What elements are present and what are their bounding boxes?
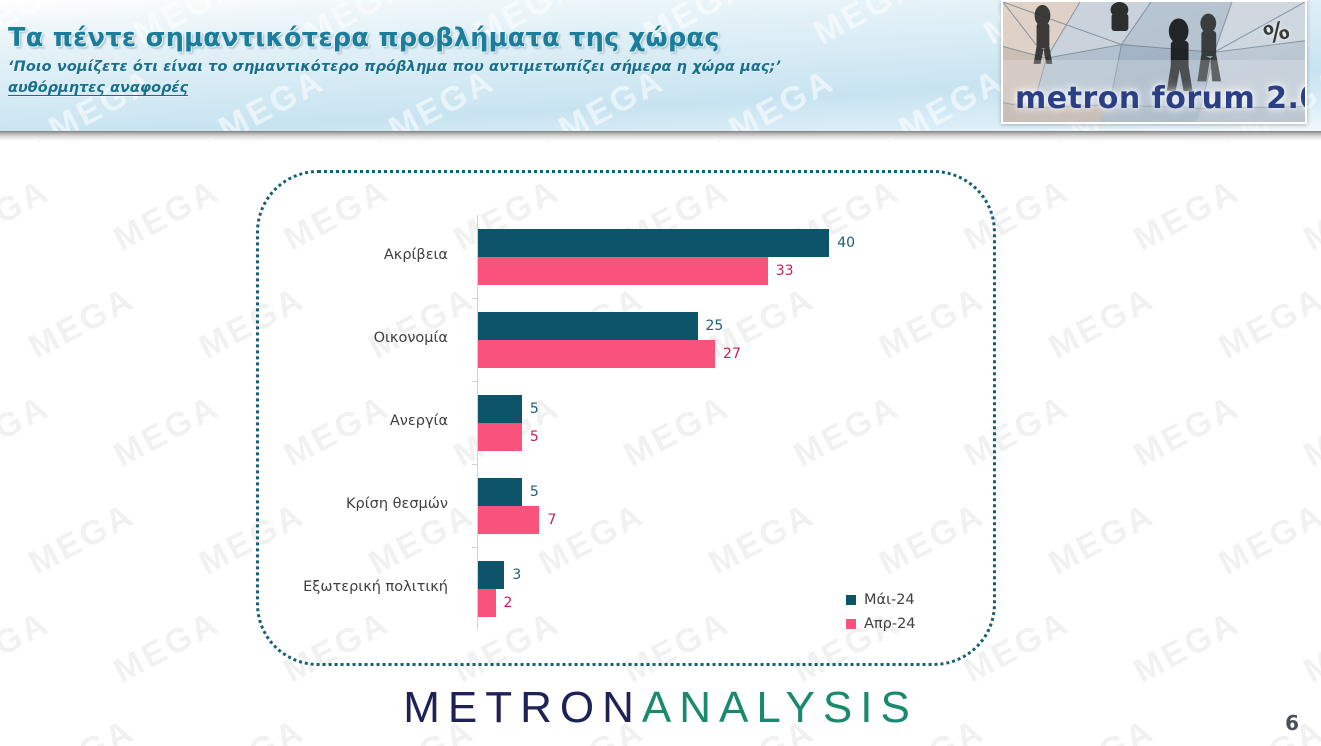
page-subtitle: ‘Ποιο νομίζετε ότι είναι το σημαντικότερ…	[8, 58, 782, 75]
watermark-text: MEGA	[807, 0, 927, 53]
legend-item[interactable]: Μάι-24	[846, 588, 916, 612]
watermark-text: MEGA	[22, 495, 142, 583]
watermark-text: MEGA	[1212, 495, 1321, 583]
bar-value-label: 5	[529, 400, 539, 417]
watermark-text: MEGA	[22, 279, 142, 367]
bar-group: 25 27	[478, 311, 938, 368]
axis-tick	[472, 547, 477, 548]
watermark-text: MEGA	[1317, 0, 1321, 53]
bar-value-label: 3	[512, 566, 522, 583]
page-title: Τα πέντε σημαντικότερα προβλήματα της χώ…	[8, 23, 720, 53]
bar-value-label: 5	[529, 483, 539, 500]
bar-0[interactable]	[478, 477, 522, 506]
watermark-text: MEGA	[1127, 603, 1247, 691]
legend-swatch-icon	[846, 619, 856, 629]
bar-1[interactable]	[478, 505, 540, 534]
category-label: Εξωτερική πολιτική	[303, 578, 448, 595]
bar-value-label: 25	[705, 317, 724, 334]
metron-analysis-logo: METRONANALYSIS	[0, 683, 1321, 733]
bar-1[interactable]	[478, 256, 768, 285]
bar-row: 40	[478, 228, 938, 257]
legend-label: Απρ-24	[864, 616, 916, 632]
axis-tick	[472, 464, 477, 465]
bar-row: 25	[478, 311, 938, 340]
bar-0[interactable]	[478, 311, 698, 340]
bar-row: 5	[478, 394, 938, 423]
category-label: Ανεργία	[389, 412, 448, 429]
watermark-text: MEGA	[0, 603, 57, 691]
bar-value-label: 27	[723, 345, 741, 362]
bar-value-label: 5	[529, 428, 539, 445]
category-label: Οικονομία	[373, 329, 448, 346]
bar-1[interactable]	[478, 588, 496, 617]
watermark-text: MEGA	[1042, 279, 1162, 367]
bar-1[interactable]	[478, 339, 716, 368]
watermark-text: MEGA	[0, 387, 57, 475]
header-text-block: Τα πέντε σημαντικότερα προβλήματα της χώ…	[8, 24, 781, 96]
watermark-text: MEGA	[107, 387, 227, 475]
bar-row: 7	[478, 505, 938, 534]
page-number: 6	[1285, 711, 1299, 735]
logo-geometric-artwork	[1003, 2, 1305, 122]
legend-swatch-icon	[846, 595, 856, 605]
bar-value-label: 33	[775, 262, 794, 279]
watermark-text: MEGA	[1042, 495, 1162, 583]
category-label: Ακρίβεια	[383, 246, 448, 263]
axis-tick	[472, 381, 477, 382]
category-label: Κρίση θεσμών	[346, 495, 448, 512]
bar-group: 40 33	[478, 228, 938, 285]
watermark-text: MEGA	[1297, 603, 1321, 691]
axis-tick-layer	[472, 215, 477, 630]
bar-value-label: 40	[837, 234, 856, 251]
watermark-text: MEGA	[1212, 279, 1321, 367]
chart-legend: Μάι-24 Απρ-24	[846, 588, 916, 636]
watermark-text: MEGA	[107, 171, 227, 259]
bar-chart: Ακρίβεια 40 33 Οικονομία 25 27 Ανεργία 5 5 Κρίση …	[303, 215, 938, 630]
brand-logo-label: metron forum 2.0	[1015, 81, 1307, 116]
watermark-text: MEGA	[1127, 171, 1247, 259]
chart-container-border	[256, 170, 996, 666]
metron-forum-logo: % metron forum 2.0	[1001, 0, 1307, 124]
bar-0[interactable]	[478, 560, 505, 589]
page-subtitle-note: αυθόρμητες αναφορές	[8, 79, 189, 96]
watermark-text: MEGA	[892, 61, 1012, 131]
bar-0[interactable]	[478, 394, 522, 423]
bar-row: 27	[478, 339, 938, 368]
legend-item[interactable]: Απρ-24	[846, 612, 916, 636]
watermark-text: MEGA	[1297, 171, 1321, 259]
watermark-text: MEGA	[0, 171, 57, 259]
watermark-text: MEGA	[107, 603, 227, 691]
category-axis-line	[477, 215, 478, 630]
bar-row: 2	[478, 588, 938, 617]
bar-row: 5	[478, 477, 938, 506]
header-divider	[0, 131, 1321, 141]
bar-value-label: 7	[547, 511, 557, 528]
bar-1[interactable]	[478, 422, 522, 451]
logo-metron-text: METRON	[403, 683, 642, 732]
watermark-text: MEGA	[1127, 387, 1247, 475]
watermark-text: MEGA	[1297, 387, 1321, 475]
legend-label: Μάι-24	[864, 592, 915, 608]
bar-value-label: 2	[503, 594, 513, 611]
axis-tick	[472, 298, 477, 299]
bar-row: 33	[478, 256, 938, 285]
bar-row: 5	[478, 422, 938, 451]
logo-analysis-text: ANALYSIS	[641, 683, 918, 732]
bar-row: 3	[478, 560, 938, 589]
bar-0[interactable]	[478, 228, 830, 257]
